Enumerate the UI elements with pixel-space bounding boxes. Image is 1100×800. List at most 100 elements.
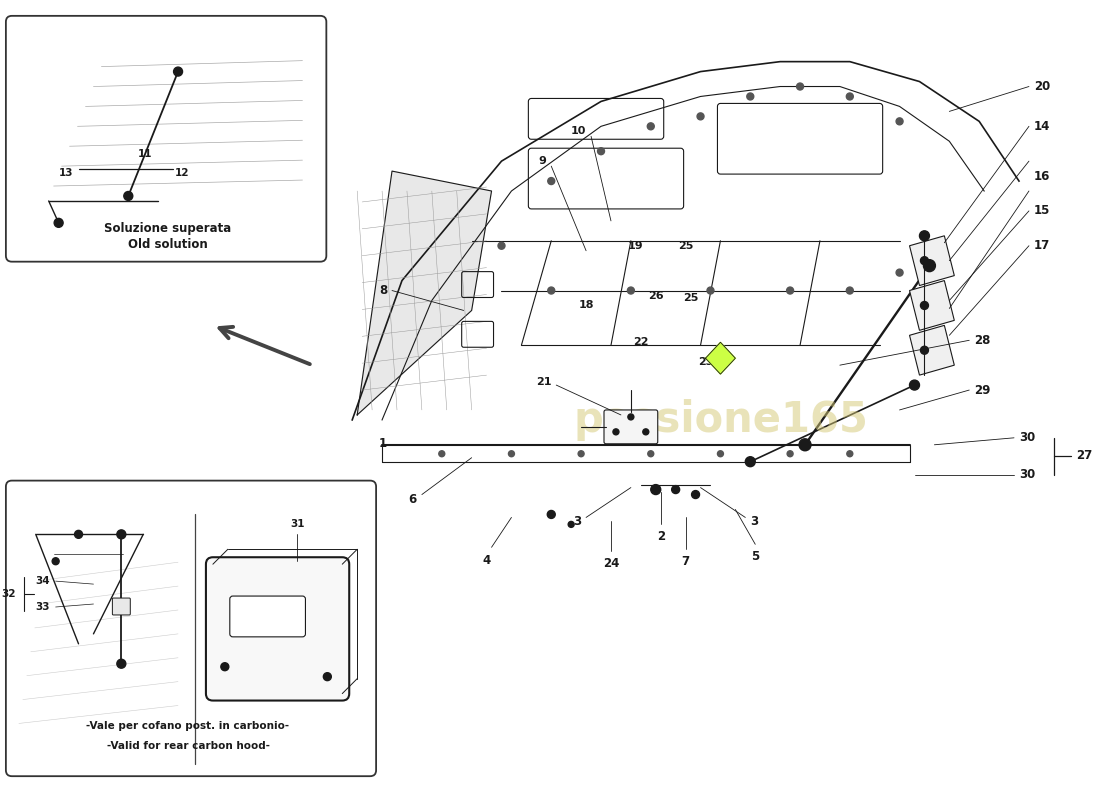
Circle shape: [117, 530, 125, 539]
Circle shape: [75, 530, 82, 538]
Text: 2: 2: [657, 530, 664, 543]
Text: 15: 15: [1034, 205, 1050, 218]
Circle shape: [747, 93, 754, 100]
Circle shape: [910, 380, 920, 390]
Text: Old solution: Old solution: [129, 238, 208, 251]
Circle shape: [799, 439, 811, 450]
Circle shape: [921, 346, 928, 354]
Polygon shape: [705, 342, 736, 374]
Text: 19: 19: [628, 241, 643, 250]
Text: 16: 16: [1034, 170, 1050, 182]
Polygon shape: [910, 236, 955, 286]
Circle shape: [642, 429, 649, 435]
Text: 25: 25: [683, 294, 698, 303]
Circle shape: [221, 662, 229, 670]
Text: 18: 18: [579, 301, 594, 310]
Text: 4: 4: [483, 554, 491, 567]
Circle shape: [439, 450, 444, 457]
Text: 9: 9: [538, 156, 547, 166]
Text: 27: 27: [1076, 450, 1092, 462]
Circle shape: [627, 287, 635, 294]
Text: 5: 5: [751, 550, 759, 563]
Circle shape: [846, 287, 854, 294]
Text: 31: 31: [290, 519, 305, 530]
Circle shape: [788, 450, 793, 457]
Text: 25: 25: [678, 241, 693, 250]
Circle shape: [548, 178, 554, 185]
Text: 28: 28: [975, 334, 991, 346]
Circle shape: [847, 450, 852, 457]
Text: 1: 1: [378, 438, 387, 450]
Text: 24: 24: [603, 558, 619, 570]
Circle shape: [717, 450, 724, 457]
Text: 11: 11: [138, 149, 153, 159]
Text: passione165: passione165: [573, 399, 868, 441]
Text: 34: 34: [35, 576, 51, 586]
Text: 10: 10: [571, 126, 586, 136]
Circle shape: [117, 659, 125, 668]
Circle shape: [613, 429, 619, 435]
Text: 17: 17: [1034, 239, 1050, 252]
Circle shape: [508, 450, 515, 457]
Text: 22: 22: [634, 338, 649, 347]
FancyBboxPatch shape: [206, 558, 349, 701]
Text: 29: 29: [975, 383, 991, 397]
Polygon shape: [358, 171, 492, 415]
Circle shape: [323, 673, 331, 681]
Circle shape: [697, 113, 704, 120]
Text: 8: 8: [378, 284, 387, 297]
Circle shape: [647, 123, 654, 130]
Circle shape: [569, 522, 574, 527]
Text: 14: 14: [1034, 120, 1050, 133]
Circle shape: [746, 457, 756, 466]
FancyBboxPatch shape: [604, 410, 658, 444]
Circle shape: [124, 191, 133, 201]
Text: 32: 32: [1, 589, 15, 599]
Circle shape: [796, 83, 803, 90]
Text: 13: 13: [59, 168, 74, 178]
Circle shape: [786, 287, 793, 294]
FancyBboxPatch shape: [230, 596, 306, 637]
Circle shape: [498, 242, 505, 250]
Circle shape: [921, 302, 928, 310]
Polygon shape: [910, 281, 955, 330]
Text: Soluzione superata: Soluzione superata: [104, 222, 232, 235]
Text: 21: 21: [536, 377, 551, 387]
Circle shape: [896, 269, 903, 276]
Text: 6: 6: [409, 493, 417, 506]
Text: 26: 26: [648, 290, 663, 301]
Circle shape: [579, 450, 584, 457]
Circle shape: [52, 558, 59, 565]
Text: 12: 12: [175, 168, 189, 178]
Circle shape: [54, 218, 63, 227]
Text: 3: 3: [750, 515, 758, 528]
Text: -Valid for rear carbon hood-: -Valid for rear carbon hood-: [107, 742, 270, 751]
Circle shape: [174, 67, 183, 76]
Circle shape: [651, 485, 661, 494]
Circle shape: [924, 260, 935, 272]
Text: 7: 7: [682, 555, 690, 568]
Circle shape: [692, 490, 700, 498]
Polygon shape: [910, 326, 955, 375]
Circle shape: [548, 510, 556, 518]
Circle shape: [628, 414, 634, 420]
FancyBboxPatch shape: [112, 598, 130, 615]
FancyBboxPatch shape: [6, 481, 376, 776]
Text: 23: 23: [697, 357, 713, 367]
Circle shape: [672, 486, 680, 494]
Text: 30: 30: [1019, 431, 1035, 444]
Circle shape: [920, 231, 929, 241]
Circle shape: [548, 287, 554, 294]
Circle shape: [896, 118, 903, 125]
Circle shape: [921, 257, 928, 265]
Circle shape: [846, 93, 854, 100]
Text: 3: 3: [573, 515, 581, 528]
Circle shape: [707, 287, 714, 294]
Circle shape: [648, 450, 653, 457]
Circle shape: [597, 148, 605, 154]
FancyBboxPatch shape: [6, 16, 327, 262]
Text: 30: 30: [1019, 468, 1035, 481]
Text: 20: 20: [1034, 80, 1050, 93]
Text: 33: 33: [35, 602, 51, 612]
Text: -Vale per cofano post. in carbonio-: -Vale per cofano post. in carbonio-: [87, 722, 289, 731]
